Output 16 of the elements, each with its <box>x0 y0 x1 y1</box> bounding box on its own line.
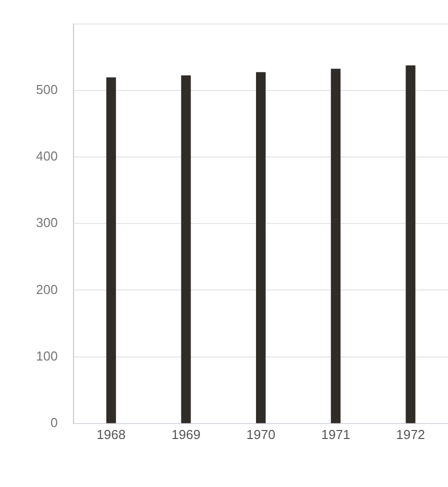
y-tick-label: 400 <box>36 148 58 164</box>
y-tick-label: 100 <box>36 348 58 364</box>
x-tick-label: 1971 <box>321 426 350 442</box>
y-tick-label: 500 <box>36 82 58 97</box>
bar <box>181 75 191 424</box>
bar <box>106 77 116 424</box>
y-tick-label: 0 <box>50 414 58 430</box>
x-tick-label: 1968 <box>96 426 126 442</box>
x-tick-label: 1969 <box>172 426 200 442</box>
x-tick-label: 1970 <box>246 426 276 442</box>
y-tick-label: 300 <box>36 215 58 230</box>
bar <box>406 65 416 424</box>
x-tick-label: 1972 <box>396 426 426 442</box>
bar <box>330 68 341 424</box>
bar <box>256 72 266 424</box>
y-tick-label: 200 <box>36 282 58 297</box>
